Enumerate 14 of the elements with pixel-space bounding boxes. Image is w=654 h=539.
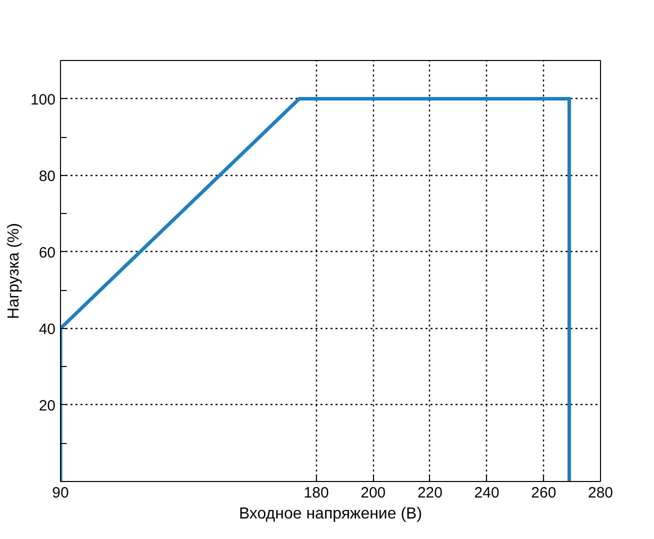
x-tick-label: 200 [360,484,386,502]
x-tick-label: 180 [304,484,329,502]
x-tick-label: 260 [531,484,556,502]
y-tick-label: 80 [38,168,56,185]
x-tick-label: 90 [52,484,69,502]
y-tick-label: 40 [38,320,56,338]
x-axis-title: Входное напряжение (В) [238,506,422,522]
x-tick-label: 240 [474,484,500,502]
x-tick-label: 280 [588,484,614,502]
x-tick-label: 220 [417,484,442,502]
y-tick-label: 100 [30,91,56,108]
y-tick-label: 20 [38,397,56,414]
y-axis-title: Нагрузка (%) [5,223,22,319]
y-tick-label: 60 [38,244,56,262]
